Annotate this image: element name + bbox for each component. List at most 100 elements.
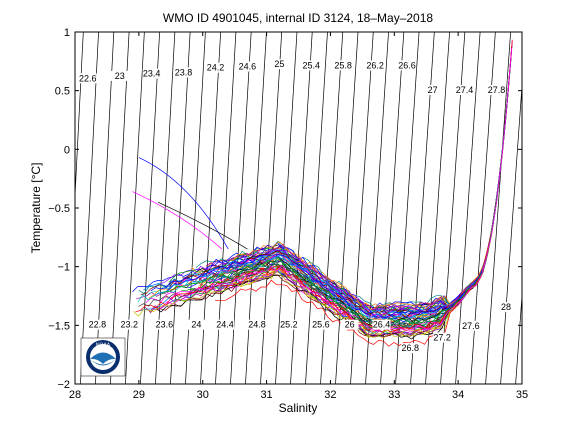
- isoline-label: 25: [274, 59, 284, 69]
- profile-line: [138, 52, 512, 332]
- isoline-label-bg: [88, 319, 107, 330]
- profile-line: [157, 201, 248, 250]
- isoline-label: 25.8: [334, 60, 352, 70]
- isoline-label: 27.6: [462, 321, 480, 331]
- isoline-label-bg: [487, 85, 506, 96]
- x-tick-label: 29: [133, 389, 145, 401]
- isoline-label-bg: [206, 62, 225, 73]
- density-isoline: [75, 32, 84, 203]
- isoline-label-bg: [142, 68, 161, 79]
- density-isoline: [365, 32, 389, 384]
- isoline-label: 27.8: [488, 85, 506, 95]
- x-axis-ticks: 28 29 30 31 32 33 34 35: [69, 32, 528, 401]
- isoline-label: 24.8: [248, 320, 266, 330]
- isoline-label: 27.4: [456, 85, 474, 95]
- y-axis-ticks: −2 −1.5 −1 −0.5 0 0.5 1: [48, 27, 522, 391]
- noaa-logo-text: NOAA: [96, 343, 111, 349]
- isoline-label: 27: [428, 85, 438, 95]
- isoline-label: 28: [501, 302, 511, 312]
- chart-title: WMO ID 4901045, internal ID 3124, 18–May…: [163, 11, 433, 25]
- density-isoline: [80, 32, 99, 384]
- profile-line: [205, 100, 508, 309]
- profile-line: [188, 59, 512, 332]
- x-tick-label: 34: [452, 389, 464, 401]
- isoline-label: 22.6: [79, 73, 97, 83]
- isoline-label-bg: [120, 319, 139, 330]
- profile-line: [132, 191, 223, 250]
- profile-line: [169, 48, 513, 332]
- isoline-label: 26.4: [373, 320, 391, 330]
- isoline-label: 26.2: [366, 60, 384, 70]
- density-isoline: [455, 32, 481, 384]
- isoline-label-bg: [340, 319, 359, 330]
- isoline-label: 26.8: [401, 343, 419, 353]
- isoline-label: 23: [115, 71, 125, 81]
- profile-line: [227, 85, 509, 313]
- x-tick-label: 35: [516, 389, 528, 401]
- y-tick-label: 0: [64, 144, 70, 156]
- isoline-label: 22.8: [89, 320, 107, 330]
- density-isoline: [185, 32, 206, 384]
- isoline-label-bg: [398, 60, 417, 71]
- density-isoline: [110, 32, 130, 384]
- isoline-labels: 22.6 23 23.4 23.8 24.2 24.6 25 25.4 25.8 26.2 26.6…: [78, 59, 516, 354]
- density-isoline: [155, 32, 176, 384]
- isoline-label-bg: [302, 60, 321, 71]
- isoline-label-bg: [238, 61, 257, 72]
- isoline-label-bg: [311, 319, 330, 330]
- isoline-label: 25.2: [280, 320, 298, 330]
- y-tick-label: 1: [64, 27, 70, 39]
- y-tick-label: −1.5: [48, 320, 70, 332]
- isoline-label-bg: [497, 302, 516, 313]
- density-isoline: [531, 32, 557, 384]
- isoline-label-bg: [423, 85, 442, 96]
- x-tick-label: 33: [388, 389, 400, 401]
- density-isoline: [230, 32, 252, 384]
- profile-line: [232, 85, 510, 311]
- density-isoline: [335, 32, 359, 384]
- density-isoline: [546, 32, 572, 384]
- isoline-label: 26: [345, 320, 355, 330]
- isoline-label-bg: [155, 319, 174, 330]
- x-tick-label: 28: [69, 389, 81, 401]
- isoline-label-bg: [461, 320, 480, 331]
- density-isoline: [425, 32, 450, 384]
- density-isoline: [215, 32, 237, 384]
- y-tick-label: −1: [57, 262, 70, 274]
- density-isoline: [305, 32, 328, 384]
- isoline-label: 24.6: [239, 62, 257, 72]
- density-isoline: [200, 32, 222, 384]
- x-axis-label: Salinity: [279, 401, 318, 415]
- profile-line: [150, 89, 509, 318]
- isoline-label: 24: [191, 320, 201, 330]
- isoline-label-bg: [78, 73, 97, 84]
- profile-line: [160, 92, 509, 325]
- density-isoline: [561, 32, 576, 384]
- isoline-label: 25.4: [303, 60, 321, 70]
- isoline-label: 23.2: [121, 320, 139, 330]
- isoline-label-bg: [372, 319, 391, 330]
- isoline-label-bg: [187, 319, 206, 330]
- isoline-label-bg: [270, 59, 289, 70]
- profile-line: [228, 70, 511, 317]
- isoline-label-bg: [216, 319, 235, 330]
- isoline-label: 23.4: [143, 69, 161, 79]
- isoline-label: 26.6: [398, 60, 416, 70]
- isoline-label-bg: [455, 85, 474, 96]
- x-tick-label: 31: [260, 389, 272, 401]
- isoline-label-bg: [174, 67, 193, 78]
- isoline-label-bg: [279, 319, 298, 330]
- noaa-logo: NOAA: [80, 337, 126, 377]
- isoline-label: 24.2: [207, 63, 225, 73]
- profile-line: [138, 157, 229, 250]
- isoline-label-bg: [247, 319, 266, 330]
- density-isoline: [140, 32, 160, 384]
- y-tick-label: −0.5: [48, 203, 70, 215]
- isoline-label: 24.4: [216, 320, 234, 330]
- density-isoline: [245, 32, 267, 384]
- isoline-label: 23.8: [175, 67, 193, 77]
- isoline-label: 25.6: [312, 320, 330, 330]
- y-tick-label: 0.5: [55, 86, 70, 98]
- x-tick-label: 32: [324, 389, 336, 401]
